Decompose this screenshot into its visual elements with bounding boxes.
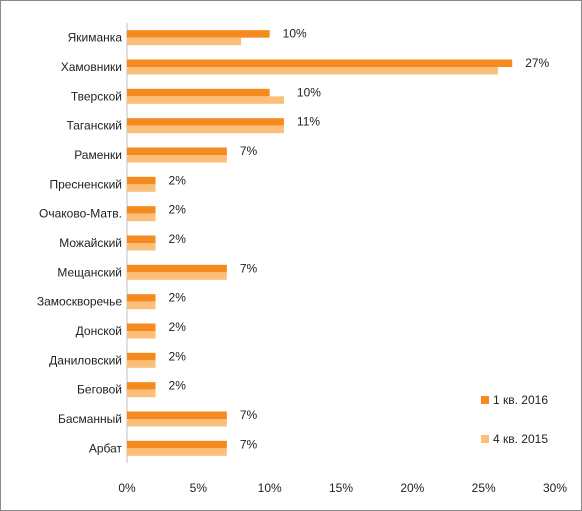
data-label: 7% (240, 144, 258, 158)
bar-series2-6 (127, 213, 156, 222)
bar-series2-13 (127, 419, 227, 427)
category-label: Таганский (66, 119, 122, 133)
legend-swatch-series1 (481, 396, 489, 404)
category-labels: Якиманка Хамовники Тверской Таганский Раменк… (37, 31, 123, 456)
data-label: 7% (240, 408, 258, 422)
category-label: Можайский (59, 236, 122, 250)
bar-series2-11 (127, 360, 156, 368)
category-label: Донской (76, 324, 122, 338)
bars-group (127, 30, 513, 456)
bar-series1-0 (127, 30, 270, 38)
bar-series1-3 (127, 118, 284, 126)
x-tick-labels: 0% 5% 10% 15% 20% 25% 30% (118, 481, 567, 495)
bar-series1-8 (127, 264, 227, 273)
bar-series1-11 (127, 352, 156, 361)
bar-series2-0 (127, 37, 242, 46)
bar-series2-4 (127, 155, 227, 163)
category-label: Тверской (71, 89, 122, 103)
x-tick-label: 5% (190, 481, 208, 495)
data-label: 7% (240, 261, 258, 275)
x-tick-label: 15% (329, 481, 353, 495)
category-label: Даниловский (49, 353, 122, 367)
category-label: Раменки (74, 148, 122, 162)
bar-series1-2 (127, 88, 270, 97)
bar-series2-2 (127, 96, 284, 104)
category-label: Пресненский (49, 177, 122, 191)
legend-label-series2: 4 кв. 2015 (493, 432, 548, 446)
category-label: Замоскворечье (37, 295, 122, 309)
legend: 1 кв. 2016 4 кв. 2015 (481, 393, 548, 446)
data-label: 2% (169, 379, 187, 393)
bar-series1-9 (127, 294, 156, 302)
x-tick-label: 30% (543, 481, 567, 495)
data-label: 10% (283, 27, 307, 41)
data-label: 2% (169, 349, 187, 363)
category-label: Беговой (77, 383, 122, 397)
data-label: 2% (169, 232, 187, 246)
bar-series2-7 (127, 243, 156, 251)
data-label: 10% (297, 85, 321, 99)
data-labels: 10% 27% 10% 11% 7% 2% 2% 2% 7% 2% 2% 2% 2% 7% 7% (169, 27, 550, 452)
bar-series2-8 (127, 272, 227, 280)
bar-series1-5 (127, 176, 156, 185)
data-label: 2% (169, 320, 187, 334)
legend-label-series1: 1 кв. 2016 (493, 393, 548, 407)
bar-series2-12 (127, 389, 156, 398)
bar-series1-1 (127, 59, 513, 67)
x-tick-label: 25% (472, 481, 496, 495)
bar-series2-1 (127, 67, 498, 75)
data-label: 2% (169, 291, 187, 305)
category-label: Очаково-Матв. (39, 207, 122, 221)
category-label: Арбат (89, 441, 123, 455)
data-label: 27% (525, 56, 549, 70)
category-label: Мещанский (57, 265, 122, 279)
bar-series1-7 (127, 235, 156, 243)
category-label: Хамовники (61, 60, 122, 74)
data-label: 7% (240, 437, 258, 451)
bar-series1-4 (127, 147, 227, 155)
x-tick-label: 10% (258, 481, 282, 495)
bar-series2-14 (127, 448, 227, 456)
data-label: 2% (169, 203, 187, 217)
data-label: 11% (297, 115, 320, 129)
bar-series1-12 (127, 382, 156, 390)
x-tick-label: 0% (118, 481, 136, 495)
category-label: Басманный (58, 412, 122, 426)
bar-series1-10 (127, 323, 156, 331)
category-label: Якиманка (68, 31, 123, 45)
bar-series2-5 (127, 184, 156, 192)
bar-series1-14 (127, 440, 227, 449)
bar-series1-13 (127, 411, 227, 419)
bar-series2-9 (127, 301, 156, 310)
bar-series1-6 (127, 206, 156, 214)
bar-series2-10 (127, 331, 156, 339)
data-label: 2% (169, 173, 187, 187)
legend-swatch-series2 (481, 435, 489, 443)
x-tick-label: 20% (400, 481, 424, 495)
bar-series2-3 (127, 125, 284, 134)
